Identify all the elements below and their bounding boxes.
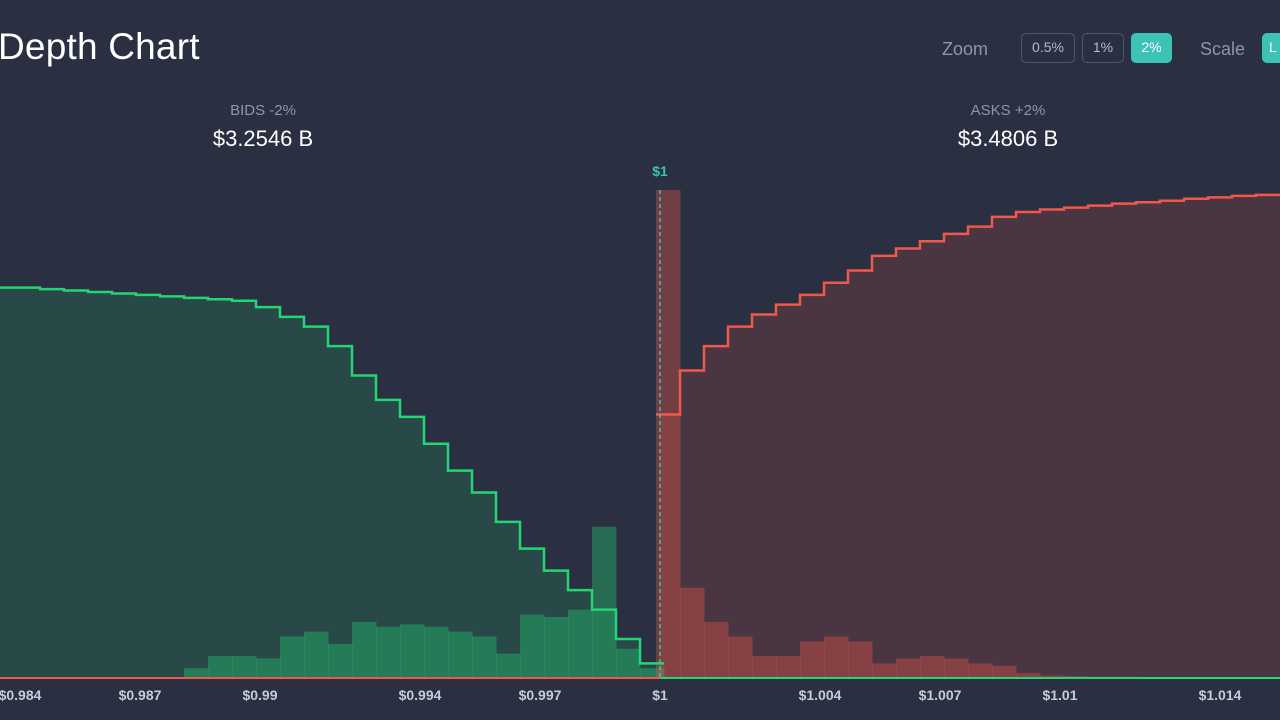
bids-depth-line [0, 286, 664, 665]
asks-summary: ASKS +2% $3.4806 B [888, 102, 1128, 152]
bids-summary: BIDS -2% $3.2546 B [143, 102, 383, 152]
ask-level-bar [824, 636, 849, 678]
ask-level-bar [728, 636, 753, 678]
scale-label: Scale [1200, 39, 1246, 59]
zoom-label: Zoom [942, 39, 989, 59]
ask-level-bar [680, 587, 705, 678]
bid-level-bar [208, 656, 233, 678]
ask-level-bar [848, 641, 873, 678]
bid-level-bar [568, 609, 593, 678]
bid-level-bar [592, 526, 617, 678]
asks-depth-area [656, 194, 1280, 678]
bids-summary-value: $3.2546 B [212, 126, 314, 151]
x-tick-label: $1.007 [919, 687, 962, 703]
mid-price-label: $1 [652, 163, 668, 179]
x-tick-label: $0.987 [119, 687, 162, 703]
ask-level-bar [992, 665, 1017, 678]
asks-summary-label: ASKS +2% [970, 102, 1046, 119]
bid-level-bar [256, 658, 281, 678]
x-tick-label: $0.997 [519, 687, 562, 703]
ask-level-bar [704, 621, 729, 678]
page-title: Depth Chart [0, 26, 200, 67]
bid-level-bar [352, 621, 377, 678]
ask-level-bar [1040, 675, 1065, 678]
bid-level-bar [448, 631, 473, 678]
zoom-1-button[interactable]: 1% [1082, 33, 1124, 63]
bids-summary-label: BIDS -2% [230, 102, 296, 119]
bid-level-bar [280, 636, 305, 678]
ask-level-bar [1016, 673, 1041, 678]
bid-level-bar [616, 648, 641, 678]
x-tick-label: $1.014 [1199, 687, 1242, 703]
ask-level-bar [968, 663, 993, 678]
bid-level-bar [472, 636, 497, 678]
x-tick-label: $0.994 [399, 687, 442, 703]
ask-level-bar [752, 656, 777, 678]
x-tick-label: $0.984 [0, 687, 42, 703]
asks-summary-value: $3.4806 B [957, 126, 1059, 151]
bid-level-bar [376, 626, 401, 678]
bid-level-bar [328, 643, 353, 678]
scale-linear-button[interactable]: L [1262, 33, 1280, 63]
bid-level-bar [496, 653, 521, 678]
asks-depth-line [656, 193, 1280, 416]
ask-level-bar [776, 656, 801, 678]
bids-depth-area [0, 287, 664, 678]
zoom-0.5-button[interactable]: 0.5% [1021, 33, 1075, 63]
x-tick-label: $1 [652, 687, 668, 703]
ask-level-bar [920, 656, 945, 678]
zoom-2-button[interactable]: 2% [1131, 33, 1172, 63]
ask-level-bar [872, 663, 897, 678]
ask-level-bar [896, 658, 921, 678]
bid-level-bar [232, 656, 257, 678]
bid-level-bar [304, 631, 329, 678]
ask-level-bar [800, 641, 825, 678]
ask-level-bar [944, 658, 969, 678]
x-tick-label: $1.004 [799, 687, 842, 703]
x-tick-label: $0.99 [242, 687, 277, 703]
bid-level-bar [184, 668, 209, 678]
bid-level-bar [424, 626, 449, 678]
x-tick-label: $1.01 [1042, 687, 1077, 703]
bid-level-bar [544, 617, 569, 678]
bid-level-bar [520, 614, 545, 678]
bid-level-bar [400, 624, 425, 678]
bid-level-bar [640, 668, 665, 678]
